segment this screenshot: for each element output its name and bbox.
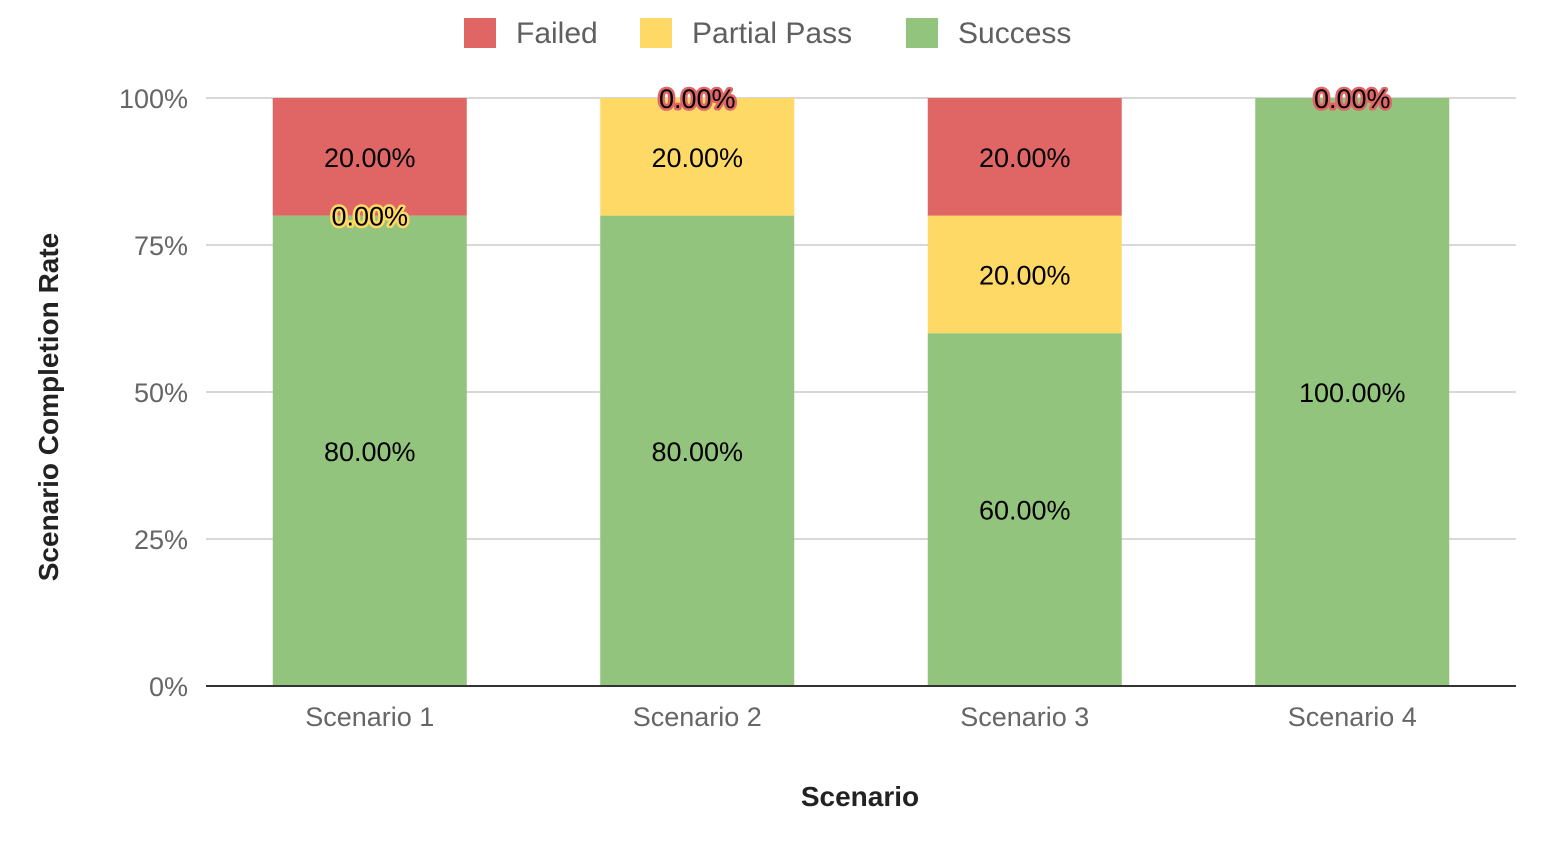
data-label-success-scenario-1: 80.00% (324, 437, 416, 467)
bar-segment-success-scenario-1 (272, 215, 467, 686)
legend-label: Success (958, 17, 1071, 50)
data-label-failed-scenario-2: 0.00% (659, 84, 736, 114)
data-label-partial-pass-scenario-3: 20.00% (979, 260, 1071, 290)
x-tick-label: Scenario 2 (633, 702, 762, 732)
x-tick-label: Scenario 1 (305, 702, 434, 732)
y-tick-label: 75% (134, 231, 188, 261)
data-label-partial-pass-scenario-1: 0.00% (331, 202, 408, 232)
legend-swatch (640, 18, 672, 48)
x-tick-label: Scenario 3 (960, 702, 1089, 732)
data-labels: 80.00% 0.00% 20.00% 80.00% 20.00% 0.00% 60.00%… (324, 82, 1406, 526)
y-tick-label: 100% (119, 84, 188, 114)
legend-item-success: Success (906, 17, 1071, 50)
bar-segment-success-scenario-3 (927, 333, 1122, 686)
data-label-failed-scenario-3: 20.00% (979, 143, 1071, 173)
legend: Failed Partial Pass Success (464, 17, 1071, 50)
legend-item-partial-pass: Partial Pass (640, 17, 852, 50)
bars (272, 98, 1450, 686)
data-label-failed-scenario-1: 20.00% (324, 143, 416, 173)
y-tick-label: 0% (149, 672, 188, 702)
x-axis-title: Scenario (801, 781, 919, 812)
y-axis-title: Scenario Completion Rate (33, 233, 64, 582)
legend-swatch (906, 18, 938, 48)
y-tick-label: 25% (134, 525, 188, 555)
data-label-partial-pass-scenario-2: 20.00% (651, 143, 743, 173)
data-label-success-scenario-3: 60.00% (979, 496, 1071, 526)
bar-segment-partial-pass-scenario-2 (600, 98, 795, 216)
bar-segment-failed-scenario-1 (272, 98, 467, 216)
legend-label: Failed (516, 17, 598, 50)
x-tick-label: Scenario 4 (1288, 702, 1417, 732)
data-label-success-scenario-4: 100.00% (1299, 378, 1406, 408)
x-axis-ticks: Scenario 1 Scenario 2 Scenario 3 Scenario 4 (305, 702, 1417, 732)
bar-segment-partial-pass-scenario-3 (927, 215, 1122, 334)
y-axis-ticks: 0% 25% 50% 75% 100% (119, 84, 188, 702)
legend-label: Partial Pass (692, 17, 852, 50)
y-tick-label: 50% (134, 378, 188, 408)
bar-segment-success-scenario-2 (600, 215, 795, 686)
data-label-success-scenario-2: 80.00% (651, 437, 743, 467)
bar-segment-success-scenario-4 (1255, 98, 1450, 686)
legend-swatch (464, 18, 496, 48)
data-label-failed-scenario-4: 0.00% (1314, 84, 1391, 114)
legend-item-failed: Failed (464, 17, 598, 50)
bar-segment-failed-scenario-3 (927, 98, 1122, 216)
